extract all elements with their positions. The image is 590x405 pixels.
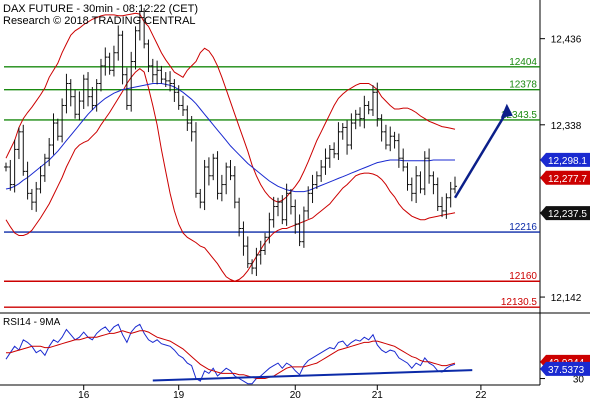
rsi-line <box>5 323 456 385</box>
indicator-panel-bg <box>0 314 540 386</box>
time-tick-label-2: 20 <box>290 390 302 400</box>
level-label-5: 12130.5 <box>501 297 538 308</box>
price-bars <box>4 7 457 276</box>
level-label-3: 12216 <box>509 222 537 233</box>
price-tags: 12,298.1 12,277.7 12,237.5 <box>540 152 590 221</box>
rsi-tag-bg-1 <box>540 361 590 376</box>
level-label-4: 12160 <box>509 271 537 282</box>
price-tag-bg-2 <box>540 206 590 221</box>
time-tick-label-4: 22 <box>475 390 487 400</box>
level-label-2: 12343.5 <box>501 110 538 121</box>
level-label-1: 12378 <box>509 80 537 91</box>
chart-title: DAX FUTURE - 30min - 08:12:22 (CET) <box>3 3 198 15</box>
price-bands <box>5 12 456 282</box>
price-levels: 12404 12378 12343.5 12216 12160 12130.5 <box>4 57 540 308</box>
time-tick-label-3: 21 <box>372 390 384 400</box>
chart-subtitle: Research © 2018 TRADING CENTRAL <box>3 15 196 27</box>
price-tag-label-2: 12,237.5 <box>548 209 587 220</box>
level-label-0: 12404 <box>509 57 537 68</box>
projection-arrow-shaft <box>453 111 508 199</box>
rsi-trendline <box>152 369 473 382</box>
ma-line <box>5 83 455 193</box>
bollinger_lower-line <box>5 67 456 282</box>
bollinger_upper-line <box>5 12 456 203</box>
price-arrow <box>453 103 513 199</box>
projection-arrow-head <box>500 103 513 118</box>
price-tag-bg-0 <box>540 152 590 167</box>
rsi-tick-label-0: 30 <box>573 375 585 386</box>
rsi-lines <box>5 323 473 385</box>
rsi-tag-label-1: 37.5373 <box>548 365 585 376</box>
time-tick-label-0: 16 <box>78 390 90 400</box>
rsi-tags: 3042.924437.5373 <box>540 354 590 386</box>
price-tag-bg-1 <box>540 170 590 185</box>
price-tick-label-2: 12,338 <box>551 121 582 132</box>
price-tick-label-3: 12,436 <box>551 35 582 46</box>
price-panel-bg <box>0 0 540 312</box>
price-tick-label-0: 12,142 <box>551 293 582 304</box>
time-tick-label-1: 19 <box>173 390 185 400</box>
price-ticks: 12,142 12,338 12,436 <box>540 35 582 304</box>
time-ticks: 16 19 20 21 22 <box>78 385 487 401</box>
rsi-title: RSI14 - 9MA <box>3 317 61 328</box>
price-tag-label-1: 12,277.7 <box>548 174 587 185</box>
rsi-ma-line <box>6 330 456 379</box>
price-tag-label-0: 12,298.1 <box>548 156 587 167</box>
